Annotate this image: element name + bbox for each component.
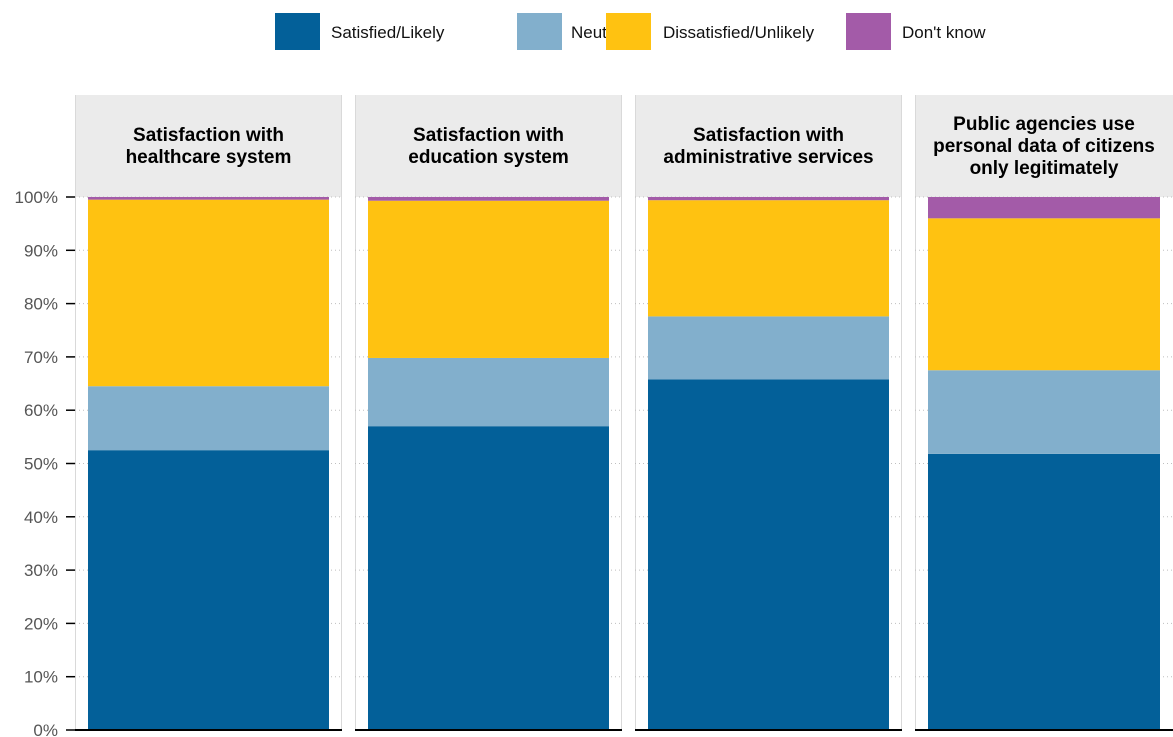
panel-title-line: Satisfaction with [413,125,564,146]
bar-segment-satisfied-likely [368,426,609,730]
legend-label-dissatisfied-unlikely: Dissatisfied/Unlikely [663,23,815,42]
panel-title-line: personal data of citizens [933,136,1155,157]
bar-segment-satisfied-likely [648,379,889,730]
y-tick-label: 30% [24,561,58,580]
panel-title-line: education system [408,147,569,168]
panel-header-background [915,95,1173,197]
bar-segment-dissatisfied-unlikely [928,218,1160,371]
panel-title-line: Satisfaction with [693,125,844,146]
bar-segment-satisfied-likely [88,450,329,730]
legend-swatch-dissatisfied-unlikely [606,13,651,50]
y-tick-label: 100% [15,188,58,207]
y-tick-label: 10% [24,668,58,687]
bar-segment-neutral [368,357,609,427]
panel-header-background [635,95,902,197]
y-tick-label: 90% [24,241,58,260]
legend-swatch-neutral [517,13,562,50]
legend-label-don-t-know: Don't know [902,23,986,42]
panel-header-background [75,95,342,197]
bar-segment-dissatisfied-unlikely [368,200,609,358]
panel-title-line: Public agencies use [953,114,1135,135]
y-tick-label: 50% [24,455,58,474]
legend-swatch-satisfied-likely [275,13,320,50]
bar-segment-satisfied-likely [928,453,1160,730]
bar-segment-dissatisfied-unlikely [648,200,889,317]
panel-title-line: administrative services [663,147,873,168]
chart-legend: Satisfied/Likely Neutral Dissatisfied/Unli… [275,13,986,50]
panel-header-background [355,95,622,197]
panel-title-line: Satisfaction with [133,125,284,146]
y-tick-label: 70% [24,348,58,367]
legend-label-satisfied-likely: Satisfied/Likely [331,23,445,42]
panel-title-line: only legitimately [970,158,1119,179]
y-tick-label: 0% [33,721,58,737]
y-tick-label: 60% [24,401,58,420]
y-tick-label: 80% [24,295,58,314]
bar-segment-don-t-know [648,197,889,201]
y-tick-label: 40% [24,508,58,527]
legend-swatch-don-t-know [846,13,891,50]
bar-segment-don-t-know [928,197,1160,219]
bar-segment-neutral [928,370,1160,454]
y-tick-label: 20% [24,614,58,633]
panel-title-line: healthcare system [126,147,292,168]
bar-segment-don-t-know [88,197,329,200]
bar-segment-neutral [648,316,889,380]
bar-segment-don-t-know [368,197,609,201]
y-axis: 0% 10% 20% 30% 40% 50% 60% 70% 80% 90% 100% [15,188,75,737]
bar-segment-neutral [88,386,329,451]
bar-segment-dissatisfied-unlikely [88,199,329,387]
